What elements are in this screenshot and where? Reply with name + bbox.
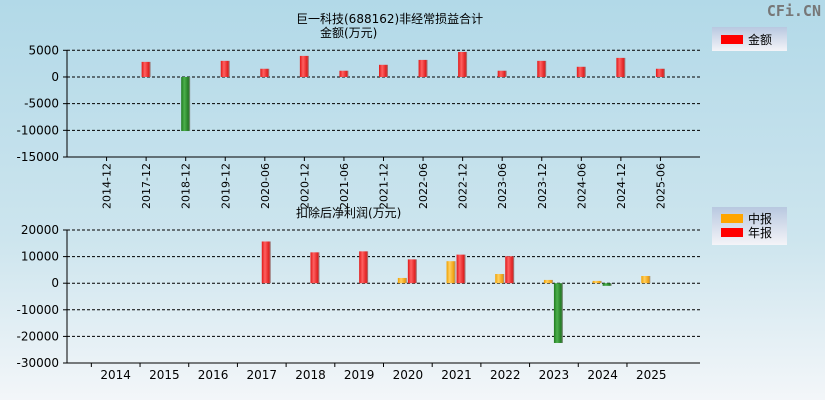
watermark-logo: CFi.CN	[766, 2, 821, 20]
x-tick-label: 2022-12	[457, 163, 470, 209]
y-tick-label: -30000	[16, 356, 59, 370]
x-tick-label: 2023-06	[496, 163, 509, 209]
y-tick-label: -20000	[16, 329, 59, 343]
bar-金额	[181, 76, 191, 132]
bar-年报	[359, 251, 369, 284]
bar-年报	[505, 256, 515, 284]
y-tick-label: -10000	[16, 123, 59, 137]
bar-金额	[299, 55, 309, 77]
x-tick-label: 2025-06	[654, 163, 667, 209]
legend-label: 年报	[748, 225, 773, 240]
bar-金额	[537, 60, 547, 77]
x-tick-label: 2018	[295, 368, 326, 382]
x-tick-label: 2014	[100, 368, 131, 382]
y-tick-label: 10000	[21, 250, 59, 264]
x-tick-label: 2015	[149, 368, 180, 382]
bar-金额	[655, 68, 665, 77]
y-tick-label: 0	[51, 70, 59, 84]
bar-年报	[407, 259, 417, 284]
x-tick-label: 2017	[246, 368, 277, 382]
bar-年报	[456, 254, 466, 284]
legend-swatch	[721, 227, 743, 237]
bar-金额	[379, 64, 388, 77]
bar-金额	[418, 59, 428, 77]
x-tick-label: 2014-12	[101, 163, 114, 209]
y-tick-label: 5000	[28, 43, 59, 57]
x-tick-label: 2020-06	[259, 163, 272, 209]
bar-金额	[141, 61, 151, 77]
y-tick-label: -5000	[24, 97, 59, 111]
x-tick-label: 2020	[393, 368, 424, 382]
x-tick-label: 2019-12	[219, 163, 232, 209]
bar-年报	[310, 252, 320, 284]
bar-金额	[576, 66, 586, 77]
x-tick-label: 2022-06	[417, 163, 430, 209]
x-tick-label: 2021-06	[338, 163, 351, 209]
legend-item-interim: 中报	[712, 211, 787, 226]
bar-金额	[220, 60, 230, 77]
bar-中报	[543, 279, 553, 284]
bar-年报	[553, 283, 563, 343]
x-tick-label: 2020-12	[298, 163, 311, 209]
x-tick-label: 2023	[539, 368, 570, 382]
bar-金额	[260, 68, 270, 77]
x-tick-label: 2021-12	[378, 163, 391, 209]
y-tick-label: 20000	[21, 223, 59, 237]
x-tick-label: 2019	[344, 368, 375, 382]
legend-item-amount: 金额	[712, 32, 787, 47]
bar-金额	[497, 70, 507, 77]
y-tick-label: -15000	[16, 150, 59, 164]
legend-swatch	[721, 213, 743, 223]
x-tick-label: 2017-12	[140, 163, 153, 209]
bar-金额	[458, 51, 468, 77]
chart1-title: 巨一科技(688162)非经常损益合计	[296, 12, 484, 26]
x-tick-label: 2022	[490, 368, 521, 382]
x-tick-label: 2024-12	[615, 163, 628, 209]
chart1-legend: 金额	[712, 27, 787, 51]
legend-swatch	[721, 34, 743, 44]
x-tick-label: 2025	[636, 368, 667, 382]
y-tick-label: 0	[51, 276, 59, 290]
bar-年报	[602, 283, 612, 286]
y-tick-label: -10000	[16, 303, 59, 317]
bar-中报	[397, 277, 407, 284]
x-tick-label: 2023-12	[536, 163, 549, 209]
x-tick-label: 2016	[198, 368, 229, 382]
legend-item-annual: 年报	[712, 225, 787, 240]
bar-中报	[446, 261, 456, 284]
legend-label: 中报	[748, 211, 773, 226]
chart2-title: 扣除后净利润(万元)	[296, 206, 402, 220]
chart1-subtitle: 金额(万元)	[320, 26, 378, 40]
x-tick-label: 2021	[441, 368, 472, 382]
legend-label: 金额	[748, 32, 773, 47]
bar-金额	[339, 70, 349, 77]
bar-中报	[495, 273, 505, 284]
bar-年报	[261, 241, 271, 284]
bar-金额	[616, 57, 626, 77]
bar-中报	[592, 280, 602, 284]
chart2-legend: 中报 年报	[712, 207, 787, 245]
x-tick-label: 2024	[587, 368, 618, 382]
x-tick-label: 2018-12	[180, 163, 193, 209]
x-tick-label: 2024-06	[575, 163, 588, 209]
bar-中报	[641, 275, 651, 284]
